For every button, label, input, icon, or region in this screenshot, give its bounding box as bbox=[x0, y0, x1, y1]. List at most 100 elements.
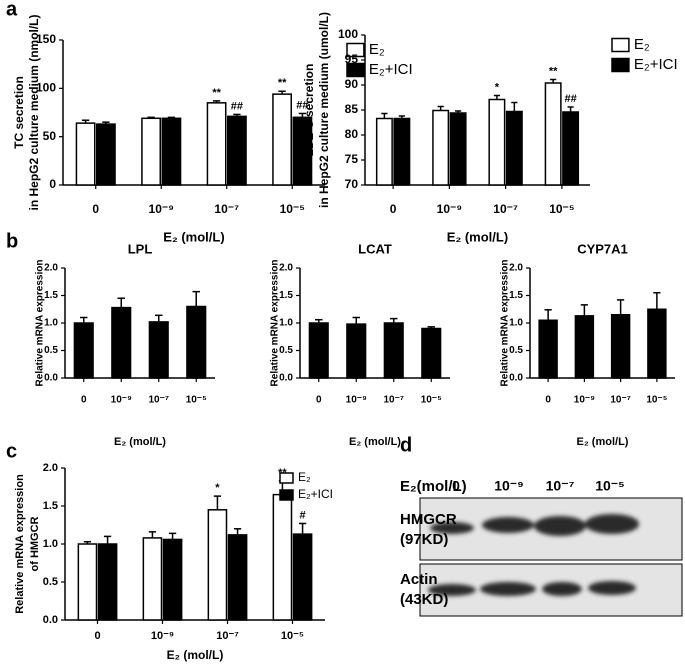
x-tick-label: 10⁻⁵ bbox=[280, 202, 305, 216]
x-tick-label: 10⁻⁷ bbox=[493, 202, 518, 216]
x-tick-label: 0 bbox=[92, 202, 99, 216]
bar bbox=[272, 493, 293, 621]
x-tick-label: 10⁻⁵ bbox=[281, 630, 304, 642]
lane-label: 0 bbox=[452, 478, 460, 494]
error-bar bbox=[381, 112, 388, 119]
bar bbox=[142, 537, 163, 621]
error-bar bbox=[192, 290, 200, 307]
x-tick-label: 10⁻⁵ bbox=[421, 395, 442, 406]
panel-label: c bbox=[6, 440, 17, 462]
y-tick-label: 0.0 bbox=[44, 373, 58, 384]
legend-label: E₂+ICI bbox=[298, 487, 333, 501]
x-tick-label: 10⁻⁹ bbox=[346, 395, 367, 406]
bar bbox=[111, 306, 132, 379]
error-bar bbox=[167, 116, 176, 119]
y-tick-label: 50 bbox=[43, 129, 57, 143]
y-tick-label: 1.0 bbox=[509, 318, 523, 329]
y-tick-label: 1.0 bbox=[43, 538, 58, 550]
bar bbox=[97, 543, 118, 621]
error-bar bbox=[298, 112, 307, 118]
y-tick-label: 75 bbox=[345, 152, 359, 166]
bar bbox=[375, 117, 393, 186]
legend-label: E₂+ICI bbox=[634, 56, 678, 73]
y-axis-title: Relative mRNA expression bbox=[14, 474, 26, 614]
y-tick-label: 0.0 bbox=[279, 373, 293, 384]
bar bbox=[308, 322, 329, 379]
y-tick-label: 70 bbox=[345, 177, 359, 191]
y-tick-label: 0.0 bbox=[43, 614, 58, 626]
x-axis-title: E₂ (mol/L) bbox=[577, 436, 629, 448]
bands bbox=[428, 514, 639, 596]
x-tick-label: 10⁻⁵ bbox=[646, 395, 667, 406]
error-bar bbox=[544, 309, 552, 321]
bar bbox=[207, 509, 228, 621]
y-tick-label: 0 bbox=[49, 177, 56, 191]
x-tick-label: 0 bbox=[390, 202, 397, 216]
bar bbox=[574, 315, 595, 379]
y-tick-label: 90 bbox=[345, 77, 359, 91]
bar bbox=[161, 117, 182, 186]
band bbox=[430, 522, 474, 534]
lane-label: 10⁻⁷ bbox=[546, 478, 575, 494]
bar bbox=[186, 305, 207, 379]
legend-swatch bbox=[346, 62, 365, 78]
bar bbox=[292, 533, 313, 621]
band bbox=[482, 517, 534, 533]
significance-label: ## bbox=[564, 93, 576, 105]
error-bar bbox=[653, 292, 661, 310]
chart-title: CYP7A1 bbox=[577, 241, 628, 256]
bar bbox=[227, 115, 247, 186]
y-tick-label: 1.0 bbox=[279, 318, 293, 329]
lane-label: 10⁻⁵ bbox=[595, 478, 625, 494]
y-axis-title: Relative mRNA expression bbox=[270, 260, 281, 387]
error-bar bbox=[617, 299, 625, 315]
legend-swatch bbox=[279, 489, 294, 501]
error-bar bbox=[102, 121, 110, 125]
error-bar bbox=[117, 297, 125, 308]
x-tick-label: 10⁻⁹ bbox=[149, 202, 174, 216]
x-tick-label: 10⁻⁵ bbox=[186, 395, 207, 406]
x-tick-label: 10⁻⁹ bbox=[574, 395, 595, 406]
x-axis-title: E₂ (mol/L) bbox=[447, 229, 508, 244]
error-bar bbox=[390, 317, 398, 323]
y-axis-title: in HepG2 culture medium (umol/L) bbox=[317, 12, 331, 208]
y-tick-label: 1.0 bbox=[44, 318, 58, 329]
error-bar bbox=[567, 106, 574, 112]
y-tick-label: 1.5 bbox=[44, 290, 58, 301]
legend-label: E₂ bbox=[298, 470, 311, 484]
legend-label: E₂ bbox=[369, 41, 385, 58]
significance-label: ## bbox=[231, 100, 243, 112]
bar bbox=[272, 93, 293, 186]
bar bbox=[538, 319, 558, 379]
error-bar bbox=[315, 318, 323, 323]
y-tick-label: 2.0 bbox=[509, 263, 523, 274]
error-bar bbox=[147, 116, 155, 119]
bar bbox=[77, 543, 98, 621]
x-tick-label: 10⁻⁵ bbox=[549, 202, 574, 216]
y-tick-label: 2.0 bbox=[44, 263, 58, 274]
chart-title: LPL bbox=[128, 241, 153, 256]
y-tick-label: 2.0 bbox=[279, 263, 293, 274]
error-bar bbox=[155, 314, 163, 322]
legend-swatch bbox=[346, 42, 365, 58]
significance-label: # bbox=[300, 509, 306, 521]
significance-label: ** bbox=[278, 77, 287, 89]
error-bar bbox=[427, 326, 435, 329]
panel-label: a bbox=[6, 0, 18, 20]
lane-label: 10⁻⁹ bbox=[494, 478, 524, 494]
row-label: (97KD) bbox=[400, 531, 448, 548]
bar bbox=[488, 98, 506, 186]
bar bbox=[562, 111, 580, 186]
y-tick-label: 0.5 bbox=[43, 576, 58, 588]
band bbox=[534, 516, 586, 536]
error-bar bbox=[455, 110, 462, 113]
y-tick-label: 0.5 bbox=[44, 345, 58, 356]
significance-label: * bbox=[215, 482, 220, 494]
x-tick-label: 10⁻⁷ bbox=[148, 395, 169, 406]
y-tick-label: 1.5 bbox=[279, 290, 293, 301]
x-tick-label: 10⁻⁹ bbox=[151, 630, 174, 642]
bar bbox=[73, 322, 94, 379]
error-bar bbox=[233, 528, 242, 535]
x-tick-label: 0 bbox=[316, 395, 322, 406]
